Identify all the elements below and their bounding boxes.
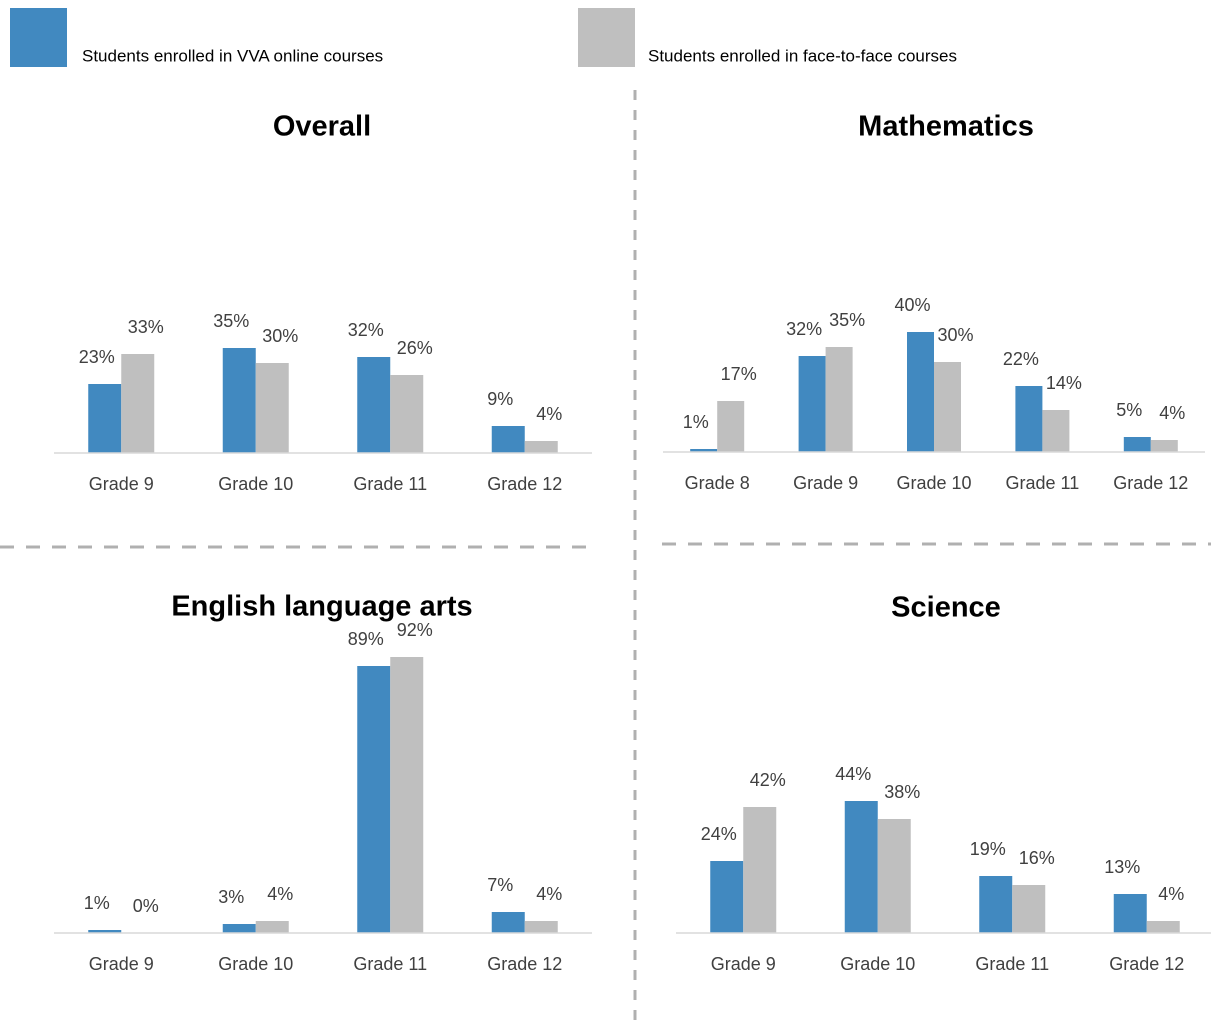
bar xyxy=(717,401,745,452)
bar xyxy=(357,357,391,453)
bar xyxy=(1012,885,1046,933)
bar xyxy=(524,441,558,453)
x-tick-label: Grade 10 xyxy=(896,473,971,493)
value-label: 30% xyxy=(937,325,973,345)
value-label: 9% xyxy=(487,389,513,409)
bar xyxy=(390,375,424,453)
bar xyxy=(255,921,289,933)
x-tick-label: Grade 9 xyxy=(793,473,858,493)
bar xyxy=(255,363,289,453)
bar xyxy=(690,449,718,452)
value-label: 0% xyxy=(133,896,159,916)
x-tick-label: Grade 10 xyxy=(218,474,293,494)
value-label: 13% xyxy=(1104,857,1140,877)
value-label: 16% xyxy=(1019,848,1055,868)
x-tick-label: Grade 9 xyxy=(711,954,776,974)
value-label: 5% xyxy=(1116,400,1142,420)
bar xyxy=(121,354,155,453)
value-label: 17% xyxy=(721,364,757,384)
value-label: 24% xyxy=(701,824,737,844)
value-label: 92% xyxy=(397,620,433,640)
legend-swatch xyxy=(578,8,635,67)
chart-title: Science xyxy=(891,592,1001,624)
legend-label: Students enrolled in VVA online courses xyxy=(82,46,383,65)
bar xyxy=(877,819,911,933)
bar xyxy=(222,924,256,933)
chart-title: Mathematics xyxy=(858,111,1034,143)
bar xyxy=(1015,386,1043,452)
bar xyxy=(88,384,122,453)
value-label: 26% xyxy=(397,338,433,358)
value-label: 42% xyxy=(750,770,786,790)
chart-title: Overall xyxy=(273,111,371,143)
value-label: 4% xyxy=(536,884,562,904)
value-label: 1% xyxy=(683,412,709,432)
x-tick-label: Grade 12 xyxy=(487,954,562,974)
value-label: 30% xyxy=(262,326,298,346)
bar xyxy=(710,861,744,933)
value-label: 32% xyxy=(786,319,822,339)
value-label: 19% xyxy=(970,839,1006,859)
bar xyxy=(743,807,777,933)
legend-swatch xyxy=(10,8,67,67)
bar xyxy=(825,347,853,452)
x-tick-label: Grade 11 xyxy=(353,954,427,974)
bar xyxy=(1150,440,1178,452)
x-tick-label: Grade 12 xyxy=(487,474,562,494)
value-label: 7% xyxy=(487,875,513,895)
bar xyxy=(1146,921,1180,933)
x-tick-label: Grade 9 xyxy=(89,954,154,974)
value-label: 3% xyxy=(218,887,244,907)
x-tick-label: Grade 10 xyxy=(218,954,293,974)
x-tick-label: Grade 9 xyxy=(89,474,154,494)
value-label: 22% xyxy=(1003,349,1039,369)
value-label: 40% xyxy=(894,295,930,315)
bar xyxy=(491,912,525,933)
value-label: 35% xyxy=(829,310,865,330)
x-tick-label: Grade 8 xyxy=(685,473,750,493)
value-label: 32% xyxy=(348,320,384,340)
value-label: 4% xyxy=(1159,403,1185,423)
x-tick-label: Grade 12 xyxy=(1109,954,1184,974)
x-tick-label: Grade 12 xyxy=(1113,473,1188,493)
bar xyxy=(934,362,961,452)
value-label: 14% xyxy=(1046,373,1082,393)
value-label: 4% xyxy=(267,884,293,904)
value-label: 4% xyxy=(536,404,562,424)
bar xyxy=(1113,894,1147,933)
bar xyxy=(222,348,256,453)
value-label: 89% xyxy=(348,629,384,649)
bar xyxy=(357,666,391,933)
x-tick-label: Grade 11 xyxy=(1006,473,1080,493)
chart-title: English language arts xyxy=(171,591,472,623)
value-label: 4% xyxy=(1158,884,1184,904)
bar xyxy=(390,657,424,933)
legend-label: Students enrolled in face-to-face course… xyxy=(648,46,957,65)
bar xyxy=(88,930,122,933)
value-label: 33% xyxy=(128,317,164,337)
bar xyxy=(524,921,558,933)
bar xyxy=(1123,437,1151,452)
x-tick-label: Grade 11 xyxy=(975,954,1049,974)
x-tick-label: Grade 11 xyxy=(353,474,427,494)
bar xyxy=(844,801,878,933)
bar xyxy=(979,876,1013,933)
value-label: 1% xyxy=(84,893,110,913)
value-label: 23% xyxy=(79,347,115,367)
x-tick-label: Grade 10 xyxy=(840,954,915,974)
bar xyxy=(798,356,826,452)
bar xyxy=(1042,410,1070,452)
value-label: 44% xyxy=(835,764,871,784)
bar xyxy=(491,426,525,453)
value-label: 38% xyxy=(884,782,920,802)
value-label: 35% xyxy=(213,311,249,331)
bar xyxy=(907,332,934,452)
